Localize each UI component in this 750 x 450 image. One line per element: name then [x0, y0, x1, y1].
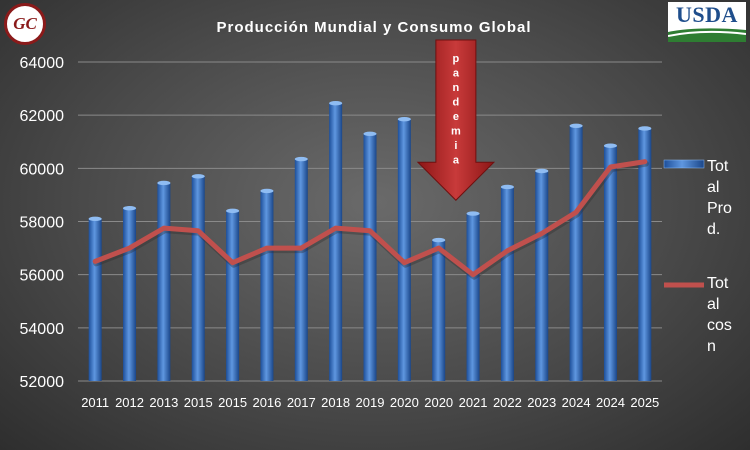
pandemic-label-letter: n	[453, 82, 460, 94]
bar-top-2	[157, 180, 171, 186]
bar-6	[294, 159, 308, 381]
bar-top-7	[329, 101, 343, 106]
x-tick-label-3: 2015	[184, 395, 213, 410]
y-tick-label-0: 52000	[20, 374, 65, 391]
legend-label-consumption-line: cos	[707, 317, 732, 334]
bar-10	[432, 240, 446, 381]
bar-15	[603, 145, 617, 381]
x-tick-label-10: 2020	[424, 395, 453, 410]
bar-14	[569, 125, 583, 381]
bar-11	[466, 213, 480, 381]
y-tick-label-4: 60000	[20, 161, 65, 178]
bar-16	[638, 128, 652, 381]
x-tick-label-5: 2016	[252, 395, 281, 410]
bar-top-11	[466, 211, 480, 216]
bar-12	[500, 186, 514, 381]
pandemic-label-letter: i	[454, 140, 457, 152]
bar-1	[123, 208, 137, 381]
bar-5	[260, 190, 274, 381]
legend-label-production-line: d.	[707, 221, 720, 238]
bar-top-12	[500, 184, 514, 190]
gc-logo: GC	[4, 3, 46, 45]
bar-7	[329, 103, 343, 382]
x-tick-label-16: 2025	[630, 395, 659, 410]
x-tick-label-13: 2023	[527, 395, 556, 410]
bar-top-4	[226, 208, 240, 214]
bar-top-9	[397, 116, 411, 122]
x-tick-label-8: 2019	[356, 395, 385, 410]
x-tick-label-1: 2012	[115, 395, 144, 410]
pandemic-label-letter: a	[453, 68, 460, 80]
y-tick-label-6: 64000	[20, 55, 65, 72]
bar-top-16	[638, 126, 652, 131]
bar-top-6	[294, 156, 308, 162]
bar-top-0	[88, 216, 102, 222]
x-tick-label-11: 2021	[459, 395, 488, 410]
pandemic-label-letter: e	[453, 111, 459, 123]
legend-label-production-line: al	[707, 179, 719, 196]
bar-13	[535, 170, 549, 381]
bar-9	[397, 119, 411, 381]
legend-label-consumption-line: al	[707, 296, 719, 313]
x-tick-label-0: 2011	[81, 395, 109, 410]
x-tick-label-12: 2022	[493, 395, 522, 410]
bar-top-3	[191, 174, 205, 179]
legend-label-consumption-line: Tot	[707, 275, 729, 292]
y-tick-label-2: 56000	[20, 268, 65, 285]
usda-logo: USDA	[668, 2, 746, 42]
legend-label-production: Tot al Pro d.	[707, 158, 732, 238]
bar-top-8	[363, 131, 377, 136]
x-tick-label-7: 2018	[321, 395, 350, 410]
pandemic-label-letter: a	[453, 155, 460, 167]
pandemic-label-letter: p	[453, 53, 460, 65]
pandemic-arrow	[416, 39, 496, 201]
bar-8	[363, 133, 377, 381]
pandemic-label-letter: d	[453, 97, 460, 109]
bar-2	[157, 182, 171, 381]
bar-top-15	[603, 143, 617, 148]
bar-top-10	[432, 237, 446, 243]
legend-label-consumption-line: n	[707, 338, 716, 355]
legend-swatch-bar	[663, 159, 705, 169]
bar-3	[191, 176, 205, 381]
y-tick-label-3: 58000	[20, 215, 65, 232]
x-tick-label-6: 2017	[287, 395, 316, 410]
chart-title: Producción Mundial y Consumo Global	[216, 19, 531, 36]
x-tick-label-9: 2020	[390, 395, 419, 410]
usda-logo-swoosh	[668, 28, 746, 42]
bar-top-14	[569, 123, 583, 128]
pandemic-label-letter: m	[451, 126, 461, 138]
legend-label-consumption: Tot al cos n	[707, 275, 732, 355]
bar-top-5	[260, 188, 274, 194]
legend-label-production-line: Pro	[707, 200, 732, 217]
y-tick-label-1: 54000	[20, 321, 65, 338]
bar-0	[88, 218, 102, 381]
y-tick-label-5: 62000	[20, 108, 65, 125]
x-tick-label-4: 2015	[218, 395, 247, 410]
bar-4	[226, 210, 240, 381]
bar-top-13	[535, 168, 549, 174]
x-tick-label-15: 2024	[596, 395, 625, 410]
x-tick-label-14: 2024	[562, 395, 591, 410]
usda-logo-text: USDA	[676, 2, 738, 27]
gc-logo-text: GC	[13, 14, 37, 33]
legend-label-production-line: Tot	[707, 158, 729, 175]
bar-top-1	[123, 206, 137, 211]
x-tick-label-2: 2013	[149, 395, 178, 410]
